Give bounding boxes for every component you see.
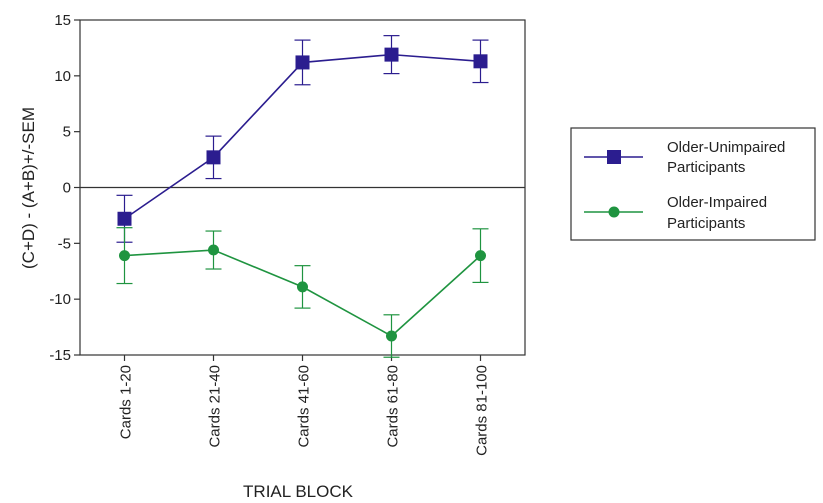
series-older-impaired: [116, 227, 489, 358]
data-point-square: [206, 150, 221, 165]
legend: Older-Unimpaired Participants Older-Impa…: [570, 127, 816, 241]
x-tick-label: Cards 21-40: [207, 365, 224, 448]
x-tick-label: Cards 41-60: [296, 365, 313, 448]
data-point-circle: [386, 330, 397, 342]
y-tick-label: 10: [54, 68, 71, 85]
data-point-circle: [297, 281, 308, 293]
y-axis: 15 10 5 0 -5 -10 -15: [49, 12, 80, 364]
data-point-circle: [208, 244, 219, 256]
series-layer: [116, 35, 489, 358]
legend-label-older-unimpaired-line1: Older-Unimpaired: [667, 139, 785, 156]
legend-frame: [570, 127, 816, 241]
data-point-circle: [475, 250, 486, 262]
y-axis-title: (C+D) - (A+B)+/-SEM: [19, 107, 38, 269]
x-axis: Cards 1-20 Cards 21-40 Cards 41-60 Cards 61…: [118, 355, 491, 456]
x-tick-label: Cards 61-80: [385, 365, 402, 448]
data-point-square: [295, 55, 310, 70]
data-point-square: [473, 54, 488, 69]
series-older-unimpaired: [116, 35, 489, 243]
legend-marker-older-impaired: [608, 206, 620, 218]
y-tick-label: -5: [58, 235, 71, 252]
x-axis-title: TRIAL BLOCK: [243, 482, 354, 501]
data-point-circle: [119, 250, 130, 262]
y-tick-label: 0: [63, 180, 71, 197]
x-tick-label: Cards 1-20: [118, 365, 135, 439]
y-tick-label: -15: [49, 347, 71, 364]
y-tick-label: 15: [54, 12, 71, 29]
legend-marker-older-unimpaired: [607, 150, 621, 164]
x-tick-label: Cards 81-100: [474, 365, 491, 456]
legend-label-older-impaired-line2: Participants: [667, 215, 745, 232]
y-tick-label: 5: [63, 124, 71, 141]
legend-label-older-impaired-line1: Older-Impaired: [667, 194, 767, 211]
legend-label-older-unimpaired-line2: Participants: [667, 159, 745, 176]
data-point-square: [384, 47, 399, 62]
y-tick-label: -10: [49, 291, 71, 308]
data-point-square: [117, 211, 132, 226]
